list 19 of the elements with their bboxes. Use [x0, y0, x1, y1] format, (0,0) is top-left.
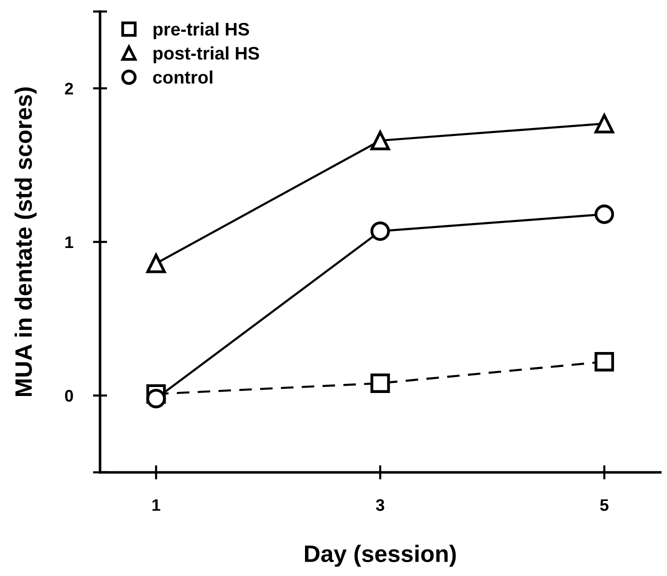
- point: [146, 388, 166, 408]
- point: [370, 130, 390, 150]
- y-tick-label: 1: [65, 236, 74, 248]
- point: [370, 221, 390, 241]
- y-tick-label: 0: [65, 390, 73, 402]
- point: [594, 114, 614, 134]
- x-tick-label: 1: [152, 499, 160, 511]
- legend-label: post-trial HS: [154, 46, 260, 64]
- x-tick-label: 5: [600, 499, 608, 511]
- point: [594, 204, 614, 224]
- x-axis-title: Day (session): [305, 544, 456, 567]
- legend-label: control: [153, 70, 212, 84]
- point: [370, 374, 390, 393]
- legend-label: pre-trial HS: [154, 22, 250, 40]
- x-tick-label: 3: [376, 499, 384, 511]
- y-tick-label: 2: [64, 82, 73, 94]
- point: [146, 254, 166, 274]
- y-axis-title: MUA in dentate (std scores): [14, 87, 37, 396]
- point: [594, 352, 614, 372]
